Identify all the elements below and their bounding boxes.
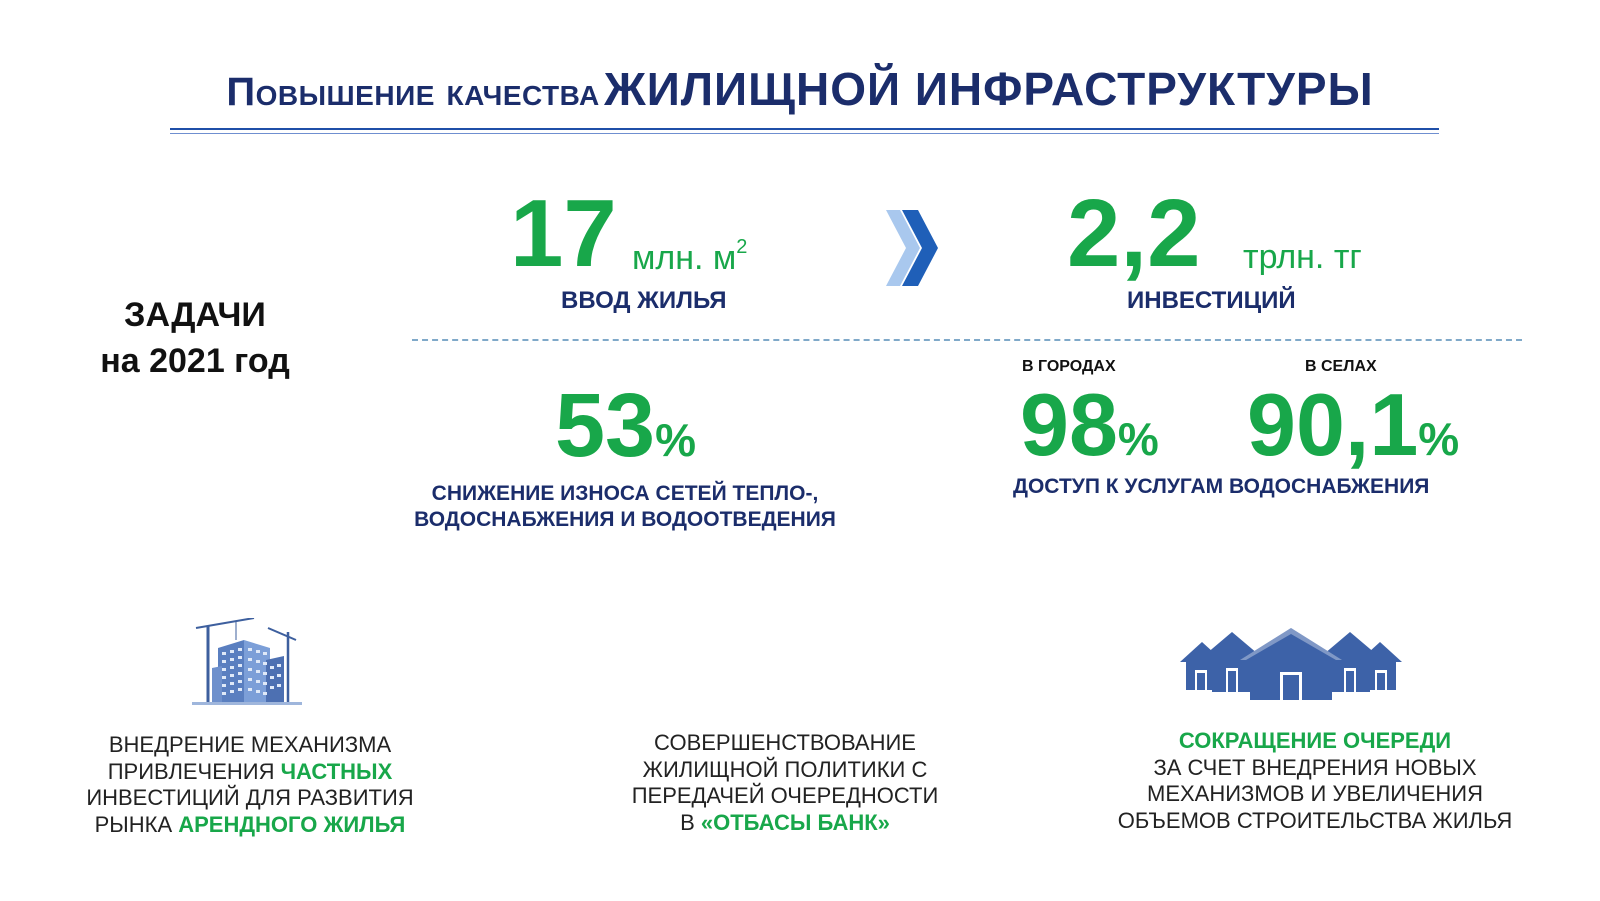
dashed-separator <box>412 339 1522 341</box>
block2-line4-highlight: «ОТБАСЫ БАНК» <box>700 809 890 835</box>
investment-unit: трлн. тг <box>1243 238 1362 276</box>
houses-icon <box>1180 628 1402 700</box>
block2-line4-text: В <box>680 809 701 835</box>
construction-building-icon <box>192 618 302 705</box>
investment-value: 2,2 <box>1067 180 1201 287</box>
double-chevron-right-icon <box>886 210 938 286</box>
tasks-heading-line2: на 2021 год <box>100 342 290 380</box>
private-investment-block: ВНЕДРЕНИЕ МЕХАНИЗМА ПРИВЛЕЧЕНИЯ ЧАСТНЫХ … <box>60 732 440 838</box>
wear-percent: % <box>655 414 697 466</box>
investment-label: ИНВЕСТИЦИЙ <box>1127 287 1296 314</box>
block1-line2: ПРИВЛЕЧЕНИЯ ЧАСТНЫХ <box>60 759 440 786</box>
block2-line4: В «ОТБАСЫ БАНК» <box>590 810 980 837</box>
block3-line1: СОКРАЩЕНИЕ ОЧЕРЕДИ <box>1178 728 1452 753</box>
housing-policy-block: СОВЕРШЕНСТВОВАНИЕ ЖИЛИЩНОЙ ПОЛИТИКИ С ПЕ… <box>590 730 980 836</box>
block1-line2-text: ПРИВЛЕЧЕНИЯ <box>107 758 281 784</box>
block1-line4: РЫНКА АРЕНДНОГО ЖИЛЬЯ <box>60 812 440 839</box>
wear-label: СНИЖЕНИЕ ИЗНОСА СЕТЕЙ ТЕПЛО-, ВОДОСНАБЖЕ… <box>390 481 860 533</box>
tasks-heading: ЗАДАЧИ на 2021 год <box>55 292 335 384</box>
water-village-caption: В СЕЛАХ <box>1305 358 1377 375</box>
block2-line3: ПЕРЕДАЧЕЙ ОЧЕРЕДНОСТИ <box>631 783 939 808</box>
water-village-percent: % <box>1418 413 1460 465</box>
block2-line2: ЖИЛИЩНОЙ ПОЛИТИКИ С <box>642 756 928 782</box>
tasks-heading-line1: ЗАДАЧИ <box>124 296 266 334</box>
title-part-2: ЖИЛИЩНОЙ ИНФРАСТРУКТУРЫ <box>604 63 1374 115</box>
block1-line1: ВНЕДРЕНИЕ МЕХАНИЗМА <box>108 732 392 757</box>
water-village-value: 90,1% <box>1247 381 1459 469</box>
wear-value: 53% <box>555 381 696 471</box>
title-underline-thin <box>170 133 1439 134</box>
block3-line4: ОБЪЕМОВ СТРОИТЕЛЬСТВА ЖИЛЬЯ <box>1117 807 1513 833</box>
water-label: ДОСТУП К УСЛУГАМ ВОДОСНАБЖЕНИЯ <box>1013 475 1430 498</box>
block1-line4-text: РЫНКА <box>94 811 179 837</box>
water-city-caption: В ГОРОДАХ <box>1022 358 1116 375</box>
housing-unit: млн. м2 <box>632 236 747 278</box>
water-village-number: 90,1 <box>1247 375 1419 474</box>
wear-number: 53 <box>555 376 656 476</box>
water-city-value: 98% <box>1020 381 1159 469</box>
water-city-percent: % <box>1117 413 1159 465</box>
title-part-1: Повышение качества <box>226 70 600 114</box>
wear-label-line2: ВОДОСНАБЖЕНИЯ И ВОДООТВЕДЕНИЯ <box>414 508 836 531</box>
housing-unit-text: млн. м <box>632 239 737 277</box>
housing-label: ВВОД ЖИЛЬЯ <box>561 287 727 314</box>
block3-line2: ЗА СЧЕТ ВНЕДРЕНИЯ НОВЫХ <box>1153 754 1477 780</box>
housing-value: 17 <box>510 180 617 287</box>
wear-label-line1: СНИЖЕНИЕ ИЗНОСА СЕТЕЙ ТЕПЛО-, <box>431 482 819 505</box>
block1-line3: ИНВЕСТИЦИЙ ДЛЯ РАЗВИТИЯ <box>86 785 414 810</box>
title-underline <box>170 128 1439 130</box>
block1-line4-highlight: АРЕНДНОГО ЖИЛЬЯ <box>178 811 406 837</box>
block1-line2-highlight: ЧАСТНЫХ <box>280 758 393 784</box>
queue-reduction-block: СОКРАЩЕНИЕ ОЧЕРЕДИ ЗА СЧЕТ ВНЕДРЕНИЯ НОВ… <box>1105 728 1525 834</box>
block2-line1: СОВЕРШЕНСТВОВАНИЕ <box>654 730 916 755</box>
housing-unit-sup: 2 <box>736 236 748 258</box>
block3-line3: МЕХАНИЗМОВ И УВЕЛИЧЕНИЯ <box>1147 781 1483 806</box>
water-city-number: 98 <box>1020 375 1118 474</box>
page-title: Повышение качества ЖИЛИЩНОЙ ИНФРАСТРУКТУ… <box>0 62 1600 116</box>
